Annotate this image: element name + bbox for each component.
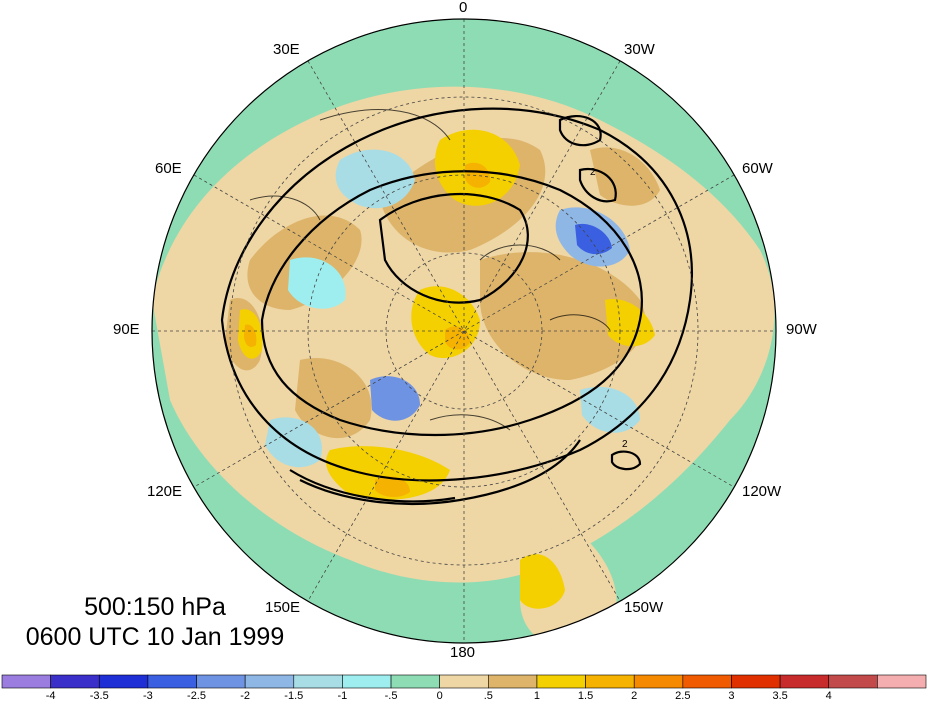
lon-label-0: 0	[459, 0, 468, 16]
title-time: 0600 UTC 10 Jan 1999	[25, 623, 285, 651]
lon-label-60e: 60E	[155, 160, 182, 177]
lon-label-180: 180	[450, 644, 476, 661]
colorbar-swatch	[147, 674, 197, 689]
colorbar	[1, 674, 927, 689]
lon-label-120e: 120E	[147, 483, 183, 500]
colorbar-swatch	[293, 674, 343, 689]
lon-label-60w: 60W	[742, 160, 773, 177]
colorbar-tick-label: -1	[337, 690, 348, 702]
contour-label: 2	[622, 439, 628, 450]
colorbar-swatch	[98, 674, 149, 689]
contour-lines	[220, 107, 693, 505]
colorbar-swatch	[1, 674, 51, 689]
colorbar-swatch	[50, 674, 100, 689]
colorbar-swatch	[779, 674, 830, 689]
colorbar-tick-label: -4	[45, 690, 56, 702]
fill-orange-regions	[244, 162, 491, 498]
colorbar-swatch	[682, 674, 732, 689]
colorbar-tick-label: -2	[240, 690, 251, 702]
colorbar-tick-label: 3	[728, 690, 735, 702]
colorbar-tick-label: .5	[483, 690, 493, 702]
colorbar-tick-label: 3.5	[772, 690, 788, 702]
colorbar-swatch	[877, 674, 927, 689]
colorbar-swatch	[828, 674, 878, 689]
lon-label-150e: 150E	[265, 599, 301, 616]
colorbar-swatch	[390, 674, 440, 689]
colorbar-swatch	[488, 674, 538, 689]
fill-blue-regions	[265, 149, 640, 468]
graticule	[152, 19, 776, 643]
colorbar-tick-label: -3	[143, 690, 153, 702]
map-disk	[152, 19, 776, 643]
colorbar-swatch	[731, 674, 781, 689]
contour-label: 2	[590, 167, 596, 178]
colorbar-swatch	[633, 674, 684, 689]
colorbar-tick-label: 0	[436, 690, 443, 702]
colorbar-swatch	[244, 674, 295, 689]
colorbar-swatch	[196, 674, 246, 689]
lon-label-30e: 30E	[273, 41, 300, 58]
colorbar-swatch	[439, 674, 489, 689]
colorbar-tick-label: 1.5	[577, 690, 594, 702]
colorbar-tick-label: 2	[631, 690, 638, 702]
colorbar-tick-label: -1.5	[284, 690, 304, 702]
lon-label-120w: 120W	[742, 483, 782, 500]
thin-contours	[249, 109, 611, 431]
lon-label-90e: 90E	[113, 321, 140, 338]
lon-label-30w: 30W	[624, 41, 655, 58]
title-levels: 500:150 hPa	[84, 593, 226, 621]
colorbar-tick-label: -.5	[384, 690, 398, 702]
colorbar-swatch	[342, 674, 392, 689]
lon-label-150w: 150W	[624, 599, 664, 616]
lon-label-90w: 90W	[786, 321, 817, 338]
colorbar-tick-label: 4	[825, 690, 832, 702]
colorbar-swatch	[585, 674, 635, 689]
colorbar-tick-label: 1	[533, 690, 540, 702]
colorbar-tick-label: 2.5	[675, 690, 691, 702]
map-border	[151, 18, 777, 644]
colorbar-swatch	[536, 674, 586, 689]
colorbar-tick-label: -3.5	[89, 690, 109, 702]
colorbar-tick-label: -2.5	[187, 690, 206, 702]
